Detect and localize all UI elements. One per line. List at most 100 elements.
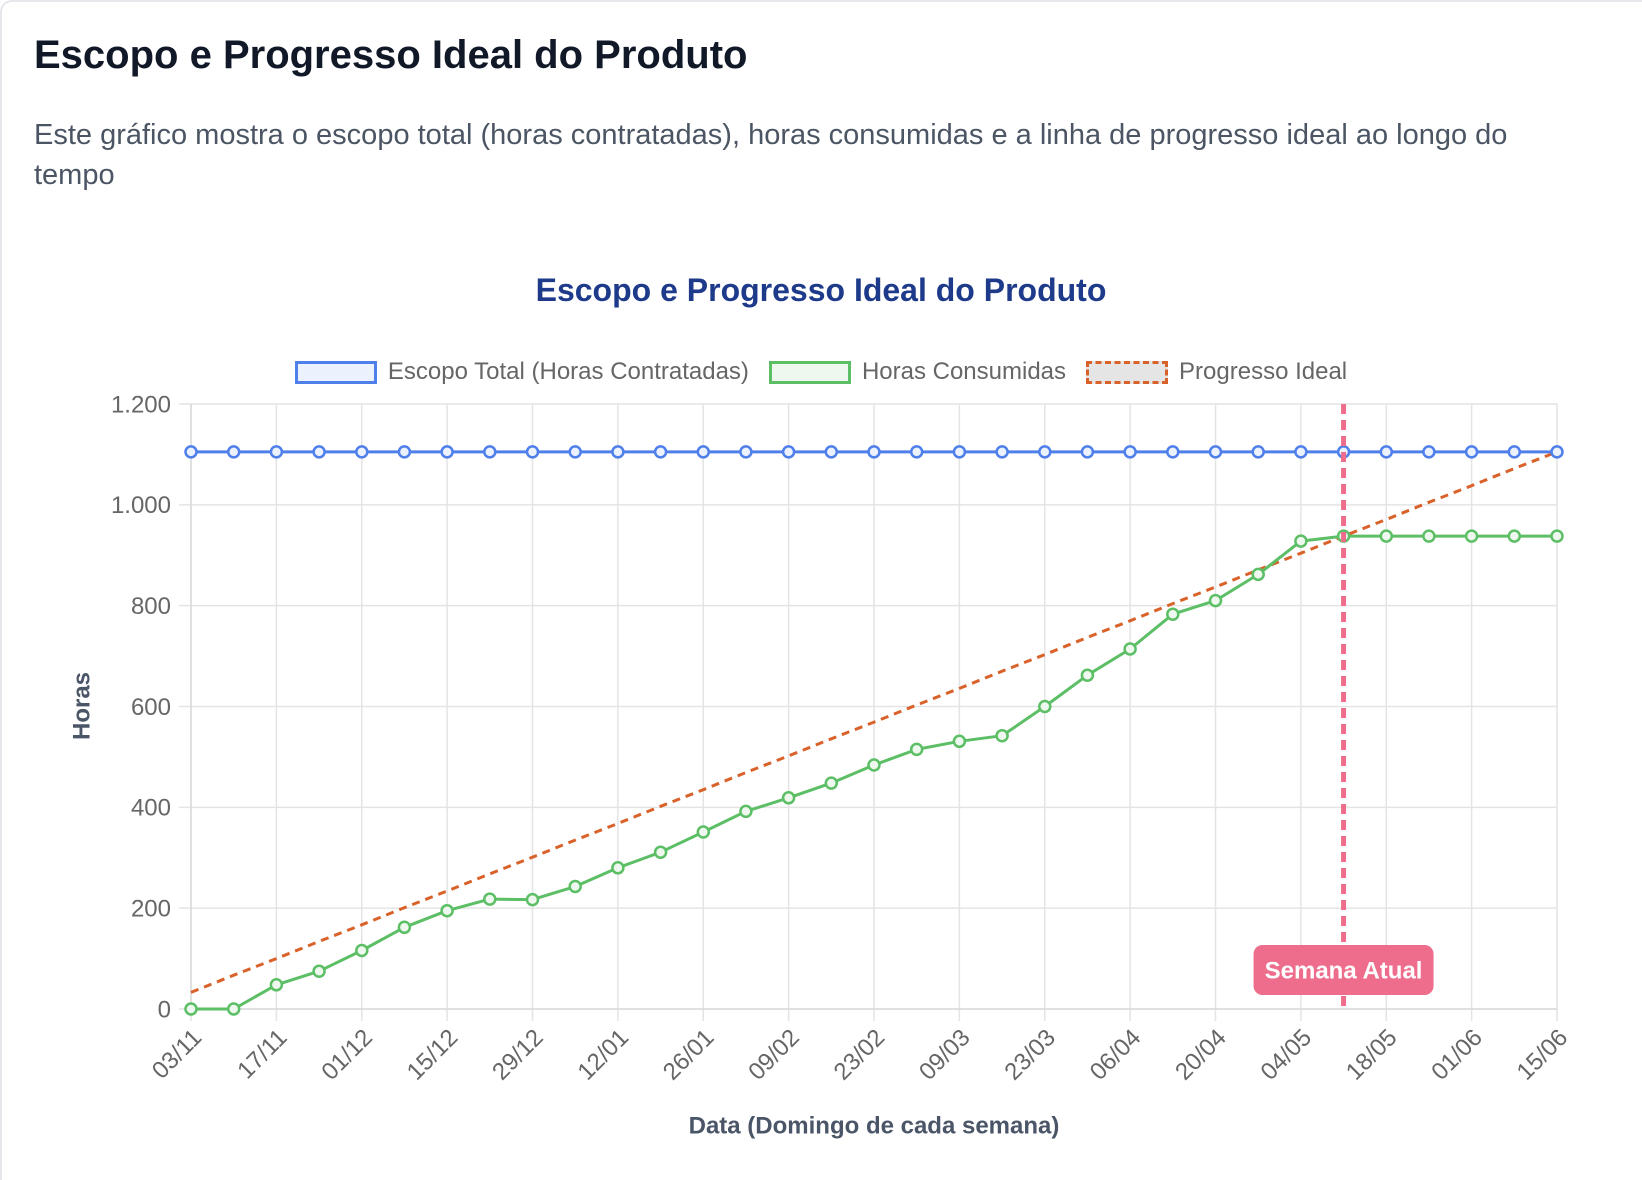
- data-point-scope: [440, 445, 454, 459]
- x-tick-label: 09/03: [914, 1024, 976, 1086]
- legend-label-ideal: Progresso Ideal: [1179, 358, 1348, 385]
- y-tick-label: 400: [131, 795, 171, 822]
- x-tick-label: 20/04: [1170, 1024, 1232, 1086]
- data-point-consumed: [653, 845, 668, 859]
- x-tick-label: 17/11: [232, 1024, 292, 1084]
- legend-item-scope[interactable]: Escopo Total (Horas Contratadas): [294, 357, 749, 387]
- data-point-consumed: [952, 734, 967, 749]
- x-tick-label: 15/12: [402, 1024, 464, 1086]
- data-point-consumed: [1550, 529, 1564, 543]
- x-tick-label: 18/05: [1341, 1024, 1403, 1086]
- data-point-scope: [483, 445, 497, 459]
- data-point-consumed: [269, 978, 284, 992]
- legend-item-consumed[interactable]: Horas Consumidas: [768, 357, 1067, 387]
- current-week-label: Semana Atual: [1265, 957, 1423, 984]
- data-point-consumed: [1464, 529, 1479, 543]
- series-line-ideal: [190, 450, 1558, 994]
- chart-legend: Escopo Total (Horas Contratadas) Horas C…: [0, 357, 1642, 387]
- data-point-consumed: [568, 879, 582, 894]
- current-week-marker: Semana Atual: [1253, 404, 1434, 1009]
- data-point-consumed: [355, 943, 369, 958]
- data-point-consumed: [1251, 567, 1265, 582]
- data-point-consumed: [312, 964, 326, 978]
- data-point-scope: [184, 445, 198, 459]
- y-tick-label: 600: [131, 694, 171, 721]
- data-point-scope: [1550, 445, 1564, 459]
- y-tick-label: 1.000: [111, 492, 171, 519]
- data-point-consumed: [824, 776, 839, 790]
- data-point-scope: [653, 445, 668, 459]
- page-description: Este gráfico mostra o escopo total (hora…: [34, 119, 1508, 191]
- data-point-scope: [355, 445, 369, 459]
- data-point-scope: [1294, 445, 1308, 459]
- data-point-scope: [312, 445, 326, 459]
- legend-swatch-scope: [294, 360, 377, 384]
- data-point-consumed: [440, 903, 454, 918]
- current-week-label-box: [1253, 945, 1434, 995]
- data-point-scope: [1379, 445, 1394, 459]
- legend-swatch-ideal: [1086, 360, 1169, 384]
- x-axis-ticks: 03/11 17/11 01/12 15/12 29/12 12/01 26/01 09/02…: [147, 1024, 1573, 1086]
- data-point-scope: [611, 445, 625, 459]
- legend-item-ideal[interactable]: Progresso Ideal: [1086, 357, 1347, 387]
- data-point-consumed: [226, 1002, 241, 1016]
- data-point-scope: [824, 445, 839, 459]
- x-tick-label: 09/02: [743, 1024, 805, 1086]
- data-point-consumed: [1379, 529, 1394, 543]
- data-point-consumed: [483, 892, 497, 906]
- data-point-scope: [909, 445, 924, 459]
- data-point-consumed: [995, 728, 1009, 743]
- x-tick-label: 23/03: [999, 1024, 1061, 1086]
- chart-title: Escopo e Progresso Ideal do Produto: [535, 272, 1107, 308]
- data-point-consumed: [397, 920, 412, 935]
- y-tick-label: 0: [158, 996, 171, 1023]
- data-point-scope: [1251, 445, 1265, 459]
- data-point-consumed: [739, 804, 753, 819]
- data-point-scope: [867, 445, 881, 459]
- x-tick-label: 06/04: [1085, 1024, 1147, 1086]
- data-point-scope: [525, 445, 540, 459]
- data-point-consumed: [1166, 607, 1180, 621]
- data-point-scope: [1123, 445, 1137, 459]
- data-point-consumed: [781, 791, 796, 805]
- legend-label-consumed: Horas Consumidas: [861, 358, 1067, 385]
- x-tick-label: 15/06: [1512, 1024, 1574, 1086]
- data-point-scope: [1166, 445, 1180, 459]
- x-tick-label: 04/05: [1255, 1024, 1317, 1086]
- data-point-scope: [781, 445, 796, 459]
- y-axis-ticks: 0 200 400 600 800 1.000 1.200: [111, 391, 171, 1023]
- data-point-scope: [1464, 445, 1479, 459]
- x-axis-title: Data (Domingo de cada semana): [689, 1112, 1060, 1139]
- data-point-consumed: [909, 742, 924, 757]
- data-point-scope: [1507, 445, 1522, 459]
- data-point-consumed: [611, 861, 625, 875]
- y-tick-label: 200: [131, 896, 171, 923]
- data-point-scope: [226, 445, 241, 459]
- data-point-scope: [397, 445, 412, 459]
- y-tick-label: 1.200: [111, 391, 171, 418]
- y-axis-title: Horas: [68, 672, 95, 740]
- x-tick-label: 01/12: [316, 1024, 378, 1086]
- series-consumed: [184, 529, 1564, 1016]
- x-tick-label: 29/12: [487, 1024, 549, 1086]
- data-point-scope: [995, 445, 1009, 459]
- legend-swatch-consumed: [768, 360, 851, 384]
- data-point-consumed: [1080, 668, 1095, 682]
- x-tick-label: 26/01: [658, 1024, 720, 1086]
- data-point-consumed: [525, 892, 540, 907]
- data-point-scope: [1208, 445, 1223, 459]
- data-point-consumed: [696, 825, 711, 839]
- data-point-consumed: [1123, 642, 1137, 656]
- data-point-scope: [1080, 445, 1095, 459]
- data-point-consumed: [1038, 699, 1052, 714]
- series-scope: [184, 445, 1564, 459]
- data-point-consumed: [1294, 534, 1308, 548]
- data-point-scope: [1038, 445, 1052, 459]
- data-point-consumed: [1208, 593, 1223, 608]
- data-point-scope: [739, 445, 753, 459]
- x-tick-label: 12/01: [572, 1024, 634, 1086]
- data-point-consumed: [1422, 529, 1436, 543]
- x-tick-label: 01/06: [1426, 1024, 1488, 1086]
